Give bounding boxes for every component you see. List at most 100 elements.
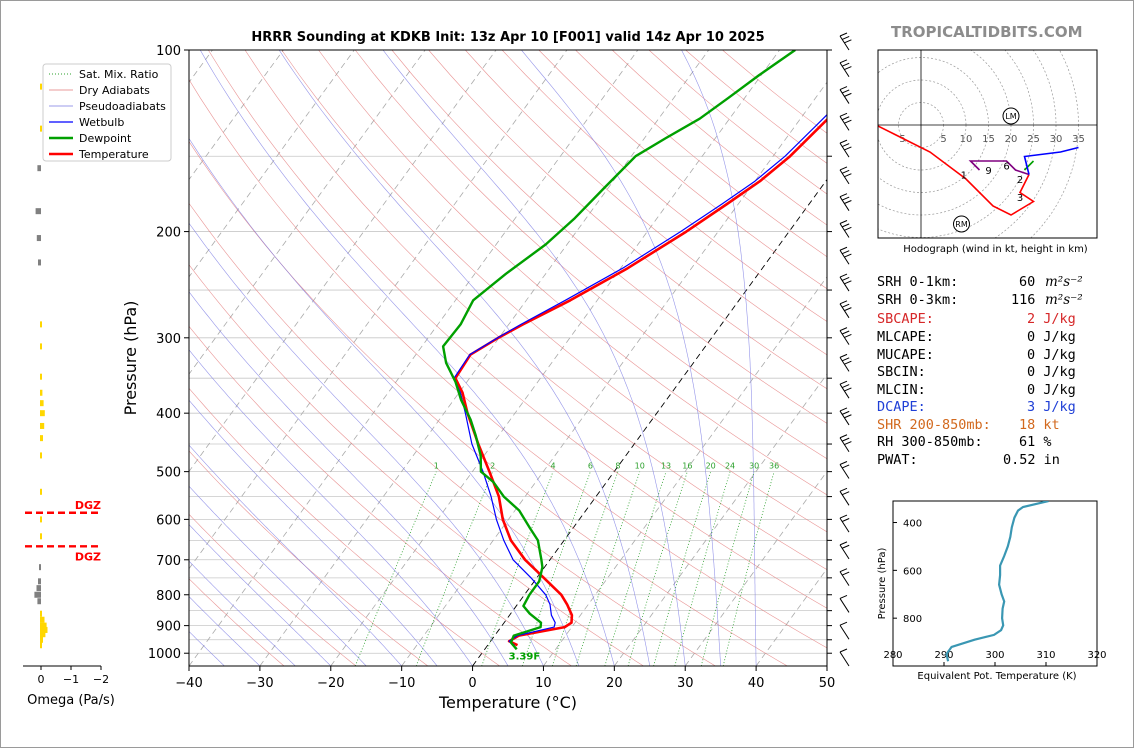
wind-barb-feather — [839, 353, 848, 358]
moist-adiabat-line — [521, 50, 721, 666]
wind-barb-feather — [839, 300, 848, 305]
omega-tick-label: 0 — [38, 673, 45, 686]
wind-barb-icon — [839, 246, 852, 265]
wind-barb-feather — [842, 35, 850, 40]
stat-mucape: MUCAPE: 0 J/kg — [877, 347, 1097, 363]
isotherm-line — [259, 50, 710, 666]
thetae-y-title: Pressure (hPa) — [877, 548, 888, 620]
legend-item-label: Temperature — [78, 148, 149, 161]
legend-item-label: Dewpoint — [79, 132, 132, 145]
wind-barb-staff — [839, 624, 850, 640]
wind-barb-feather — [842, 544, 850, 549]
mixing-ratio-label: 2 — [490, 462, 495, 471]
stat-mlcin: MLCIN: 0 J/kg — [877, 382, 1097, 398]
omega-bar — [40, 452, 42, 459]
dry-adiabat-line — [189, 202, 716, 666]
omega-bar — [40, 400, 44, 407]
x-tick-label: −40 — [175, 676, 202, 691]
wind-barb-icon — [839, 434, 852, 453]
moist-adiabat-line — [189, 444, 402, 666]
isotherm-line — [614, 373, 827, 666]
wind-barb-staff — [839, 491, 850, 506]
wind-barb-icon — [839, 568, 850, 586]
stat-mucape-label: MUCAPE: — [877, 347, 934, 363]
wind-barb-icon — [839, 139, 852, 158]
legend-item-label: Sat. Mix. Ratio — [79, 68, 159, 81]
thetae-x-tick-label: 300 — [985, 650, 1004, 661]
omega-bar — [35, 208, 41, 215]
legend: Sat. Mix. Ratio Dry Adiabats Pseudoadiabat… — [42, 63, 172, 162]
wind-barb-feather — [842, 62, 850, 67]
hodo-trace — [968, 160, 1030, 176]
omega-bar — [40, 410, 45, 417]
omega-bar — [39, 564, 41, 571]
moist-adiabat-line — [189, 399, 438, 666]
wind-barb-feather — [842, 250, 850, 255]
wind-barb-feather — [844, 173, 852, 178]
wind-barb-feather — [842, 437, 850, 442]
hodo-marker — [953, 215, 970, 233]
omega-bar — [40, 373, 42, 380]
omega-tick-label: −1 — [63, 673, 79, 686]
y-tick-label: 1000 — [148, 647, 181, 662]
stat-pwat: PWAT: 0.52 in — [877, 452, 1097, 468]
mixing-ratio-line — [522, 471, 591, 666]
stat-pwat-value: 0.52 in — [1003, 452, 1060, 468]
stat-shr-value: 18 kt — [1019, 417, 1060, 433]
stat-srh1-label: SRH 0-1km: — [877, 274, 959, 290]
wind-barb-feather — [842, 518, 850, 522]
thetae-y-tick-label: 800 — [903, 614, 922, 625]
legend-box — [42, 63, 172, 162]
omega-bar — [40, 389, 43, 396]
wind-barb-icon — [839, 273, 852, 292]
stat-sbcape: SBCAPE: 2 J/kg — [877, 311, 1097, 327]
wind-barb-feather — [842, 276, 850, 281]
dry-adiabat-line — [391, 50, 827, 424]
hodo-height-label: 3 — [1017, 193, 1023, 204]
hodograph-area: 5 5 10 15 20 25 30 35 LM RM 1 9 62 3 — [878, 50, 1097, 238]
wind-barb-feather — [839, 487, 848, 492]
y-axis-title: Pressure (hPa) — [121, 301, 140, 416]
x-axis-title: Temperature (°C) — [438, 693, 577, 712]
wind-barb-feather — [844, 307, 852, 312]
hodo-marker — [1002, 107, 1020, 125]
wind-barb-feather — [844, 360, 852, 365]
dgz-label: DGZ — [75, 499, 101, 512]
stat-srh1-unit: m²s⁻² — [1045, 274, 1083, 290]
wind-barb-feather — [842, 116, 850, 121]
thetae-frame — [892, 500, 1098, 667]
stat-srh1: SRH 0-1km: 60 m²s⁻² — [877, 274, 1097, 290]
y-tick-label: 700 — [156, 554, 181, 569]
dry-adiabat-line — [281, 50, 827, 533]
moist-adiabat-line — [189, 222, 544, 666]
skewt-frame — [188, 49, 828, 667]
wind-barb-feather — [844, 441, 852, 445]
wind-barb-feather — [839, 193, 848, 198]
x-tick-label: −30 — [246, 676, 273, 691]
wind-barb-feather — [839, 434, 848, 439]
mixing-ratio-label: 16 — [682, 462, 692, 471]
wind-barb-icon — [839, 86, 852, 104]
wind-barb-icon — [839, 166, 852, 185]
wind-barb-icon — [839, 621, 850, 640]
wind-barb-staff — [839, 464, 850, 479]
stat-srh3-unit: m²s⁻² — [1045, 292, 1083, 308]
wind-barb-feather — [839, 621, 848, 626]
wind-barb-feather — [844, 92, 852, 97]
stat-rh: RH 300-850mb: 61 % — [877, 434, 1097, 450]
isotherm-line — [189, 50, 426, 375]
omega-bar — [40, 516, 42, 523]
mixing-ratio-line — [653, 471, 712, 666]
isotherm-line — [189, 50, 639, 666]
hodo-height-label: 2 — [1017, 175, 1023, 186]
omega-bar — [40, 626, 48, 633]
mixing-ratio-label: 20 — [706, 462, 716, 471]
wind-barb-feather — [839, 648, 848, 653]
wind-barb-feather — [842, 143, 850, 147]
wind-barb-feather — [844, 387, 852, 392]
mixing-ratio-label: 30 — [749, 462, 759, 471]
dry-adiabat-line — [189, 325, 572, 666]
hodo-ring-label: 5 — [940, 134, 946, 145]
stat-srh3: SRH 0-3km: 116 m²s⁻² — [877, 292, 1097, 308]
isotherm-line — [189, 50, 355, 278]
